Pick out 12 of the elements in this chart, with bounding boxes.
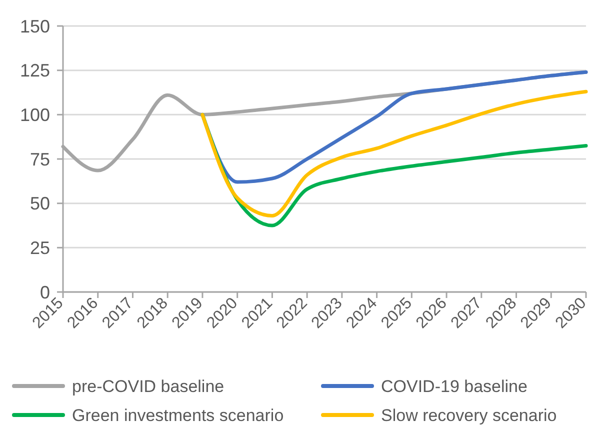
y-tick-label: 75	[30, 149, 50, 170]
legend-label: Green investments scenario	[72, 406, 284, 425]
y-tick-label: 25	[30, 238, 50, 258]
y-tick-label: 125	[20, 60, 50, 81]
y-tick-label: 50	[30, 194, 50, 214]
legend-label: pre-COVID baseline	[72, 376, 224, 396]
legend-label: Slow recovery scenario	[381, 406, 557, 425]
y-tick-label: 0	[40, 282, 50, 302]
line-series	[200, 90, 588, 218]
legend-label: COVID-19 baseline	[381, 376, 528, 396]
y-tick-label: 100	[20, 104, 50, 125]
y-tick-label: 150	[20, 16, 50, 36]
